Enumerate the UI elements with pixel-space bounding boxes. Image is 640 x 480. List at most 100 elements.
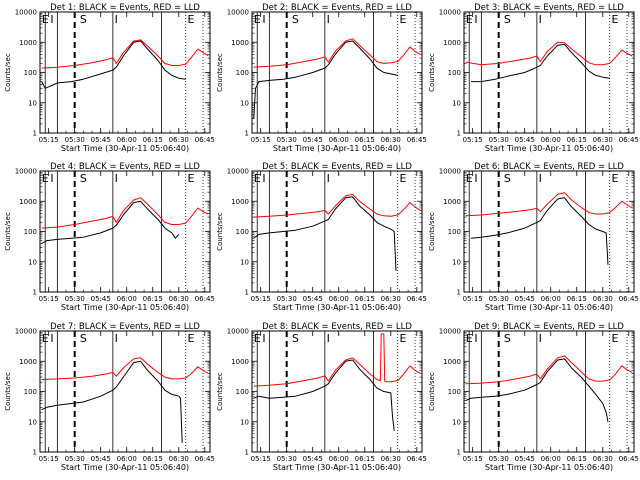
y-tick-label: 10 (452, 418, 461, 426)
x-tick-label: 06:15 (355, 295, 375, 303)
interval-label: E (399, 332, 406, 345)
x-tick-label: 06:15 (567, 295, 587, 303)
y-axis-label: Counts/sec (428, 372, 436, 411)
interval-label: E (187, 172, 194, 185)
interval-label: E (254, 332, 261, 345)
interval-label: I (474, 172, 477, 185)
plot-frame (463, 11, 635, 134)
y-tick-label: 10 (240, 99, 249, 107)
x-axis-label: Start Time (30-Apr-11 05:06:40) (485, 144, 613, 153)
y-tick-label: 10 (240, 418, 249, 426)
interval-label: E (611, 172, 618, 185)
x-tick-label: 05:45 (91, 295, 111, 303)
x-tick-label: 05:15 (39, 136, 59, 144)
events-series-line (253, 196, 397, 271)
y-axis-label: Counts/sec (216, 53, 224, 92)
x-tick-label: 05:30 (277, 136, 297, 144)
interval-label: E (187, 13, 194, 26)
y-tick-label: 1 (33, 449, 37, 457)
y-tick-label: 100 (24, 69, 37, 77)
interval-label: E (611, 13, 618, 26)
x-tick-label: 06:00 (329, 455, 349, 463)
y-tick-label: 1000 (231, 198, 249, 206)
x-tick-label: 06:45 (195, 295, 215, 303)
x-tick-label: 05:15 (463, 295, 483, 303)
interval-label: I (50, 172, 53, 185)
interval-label: E (466, 332, 473, 345)
interval-label: I (327, 13, 330, 26)
lld-series-line (41, 39, 209, 69)
y-tick-label: 10000 (439, 9, 461, 17)
interval-label: S (504, 13, 511, 26)
x-tick-label: 06:00 (117, 455, 137, 463)
y-tick-label: 1 (457, 289, 461, 297)
y-tick-label: 10000 (15, 9, 37, 17)
x-tick-label: 05:15 (463, 455, 483, 463)
interval-label: S (292, 332, 299, 345)
interval-label: I (50, 13, 53, 26)
x-tick-label: 05:45 (303, 295, 323, 303)
panel-title: Det 5: BLACK = Events, RED = LLD (262, 162, 412, 172)
x-tick-label: 06:30 (381, 295, 401, 303)
events-series-line (470, 43, 610, 83)
x-tick-label: 06:45 (407, 136, 427, 144)
y-axis-label: Counts/sec (216, 372, 224, 411)
interval-label: I (539, 172, 542, 185)
x-tick-label: 05:45 (515, 455, 535, 463)
x-tick-label: 06:30 (381, 136, 401, 144)
panel-title: Det 2: BLACK = Events, RED = LLD (262, 3, 412, 13)
x-tick-label: 06:30 (169, 455, 189, 463)
y-tick-label: 10000 (15, 328, 37, 336)
x-tick-label: 05:45 (303, 136, 323, 144)
x-axis-label: Start Time (30-Apr-11 05:06:40) (273, 303, 401, 312)
plot-frame (39, 170, 211, 293)
x-axis-label: Start Time (30-Apr-11 05:06:40) (61, 144, 189, 153)
panel-title: Det 1: BLACK = Events, RED = LLD (50, 3, 200, 13)
interval-label: E (466, 13, 473, 26)
y-tick-label: 1 (245, 449, 249, 457)
y-tick-label: 10 (28, 99, 37, 107)
interval-label: S (504, 172, 511, 185)
x-tick-label: 05:15 (39, 295, 59, 303)
x-tick-label: 06:30 (381, 455, 401, 463)
plot-frame (463, 170, 635, 293)
x-tick-label: 06:45 (407, 455, 427, 463)
plot-frame (463, 330, 635, 453)
x-tick-label: 05:45 (91, 136, 111, 144)
interval-label: I (262, 172, 265, 185)
interval-label: I (539, 13, 542, 26)
y-tick-label: 10000 (227, 9, 249, 17)
x-tick-label: 06:45 (619, 455, 639, 463)
y-tick-label: 1000 (443, 198, 461, 206)
interval-label: E (466, 172, 473, 185)
events-series-line (41, 360, 183, 443)
interval-label: E (611, 332, 618, 345)
x-tick-label: 05:45 (303, 455, 323, 463)
lld-series-line (465, 41, 633, 66)
interval-label: I (262, 13, 265, 26)
interval-label: E (254, 13, 261, 26)
y-tick-label: 100 (448, 69, 461, 77)
x-tick-label: 06:15 (567, 455, 587, 463)
x-tick-label: 06:30 (169, 295, 189, 303)
lld-series-line (253, 193, 421, 218)
y-tick-label: 10 (452, 99, 461, 107)
y-tick-label: 10 (28, 258, 37, 266)
interval-label: E (399, 13, 406, 26)
x-tick-label: 06:45 (195, 455, 215, 463)
lld-series-line (465, 355, 633, 385)
interval-label: S (504, 332, 511, 345)
x-axis-label: Start Time (30-Apr-11 05:06:40) (61, 303, 189, 312)
y-axis-label: Counts/sec (4, 212, 12, 251)
events-series-line (253, 359, 395, 431)
interval-label: S (80, 172, 87, 185)
interval-label: I (474, 13, 477, 26)
interval-label: S (80, 332, 87, 345)
interval-label: I (474, 332, 477, 345)
lld-series-line (41, 197, 209, 229)
y-tick-label: 100 (236, 388, 249, 396)
